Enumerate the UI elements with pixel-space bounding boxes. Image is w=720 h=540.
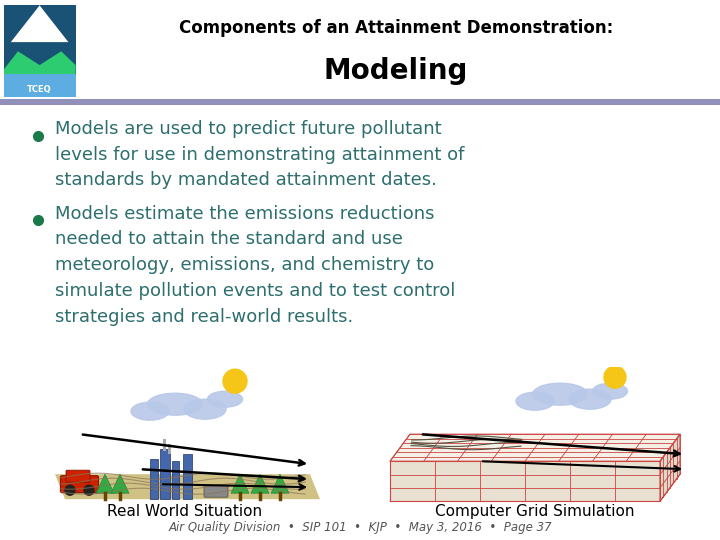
- Circle shape: [604, 366, 626, 388]
- FancyBboxPatch shape: [60, 476, 99, 492]
- Ellipse shape: [148, 393, 202, 415]
- Ellipse shape: [184, 399, 226, 419]
- Polygon shape: [231, 474, 249, 493]
- Polygon shape: [4, 51, 76, 97]
- Text: TCEQ: TCEQ: [27, 85, 52, 94]
- Circle shape: [84, 485, 94, 495]
- Polygon shape: [111, 474, 129, 493]
- Text: Models are used to predict future pollutant
levels for use in demonstrating atta: Models are used to predict future pollut…: [55, 120, 464, 190]
- Text: Models estimate the emissions reductions
needed to attain the standard and use
m: Models estimate the emissions reductions…: [55, 205, 455, 326]
- FancyBboxPatch shape: [163, 439, 166, 451]
- FancyBboxPatch shape: [4, 5, 76, 97]
- Ellipse shape: [533, 383, 588, 405]
- Ellipse shape: [131, 402, 169, 420]
- FancyBboxPatch shape: [4, 74, 76, 97]
- Polygon shape: [271, 474, 289, 493]
- Polygon shape: [11, 5, 68, 42]
- Text: Components of an Attainment Demonstration:: Components of an Attainment Demonstratio…: [179, 19, 613, 37]
- Ellipse shape: [207, 391, 243, 407]
- FancyBboxPatch shape: [168, 444, 171, 454]
- Polygon shape: [390, 434, 680, 461]
- FancyBboxPatch shape: [172, 461, 179, 499]
- Text: Computer Grid Simulation: Computer Grid Simulation: [436, 504, 635, 519]
- Ellipse shape: [516, 392, 554, 410]
- FancyBboxPatch shape: [160, 449, 170, 499]
- Text: Air Quality Division  •  SIP 101  •  KJP  •  May 3, 2016  •  Page 37: Air Quality Division • SIP 101 • KJP • M…: [168, 521, 552, 534]
- Text: Real World Situation: Real World Situation: [107, 504, 263, 519]
- Polygon shape: [390, 474, 680, 501]
- Polygon shape: [96, 474, 114, 493]
- Circle shape: [65, 485, 75, 495]
- Polygon shape: [660, 434, 680, 501]
- Circle shape: [223, 369, 247, 393]
- FancyBboxPatch shape: [183, 454, 192, 499]
- Polygon shape: [390, 461, 660, 501]
- Polygon shape: [251, 474, 269, 493]
- Ellipse shape: [569, 389, 611, 409]
- FancyBboxPatch shape: [204, 485, 228, 497]
- Polygon shape: [55, 474, 320, 499]
- Text: Modeling: Modeling: [324, 57, 468, 85]
- Ellipse shape: [593, 383, 628, 399]
- FancyBboxPatch shape: [0, 99, 720, 105]
- FancyBboxPatch shape: [150, 459, 158, 499]
- FancyBboxPatch shape: [66, 470, 90, 482]
